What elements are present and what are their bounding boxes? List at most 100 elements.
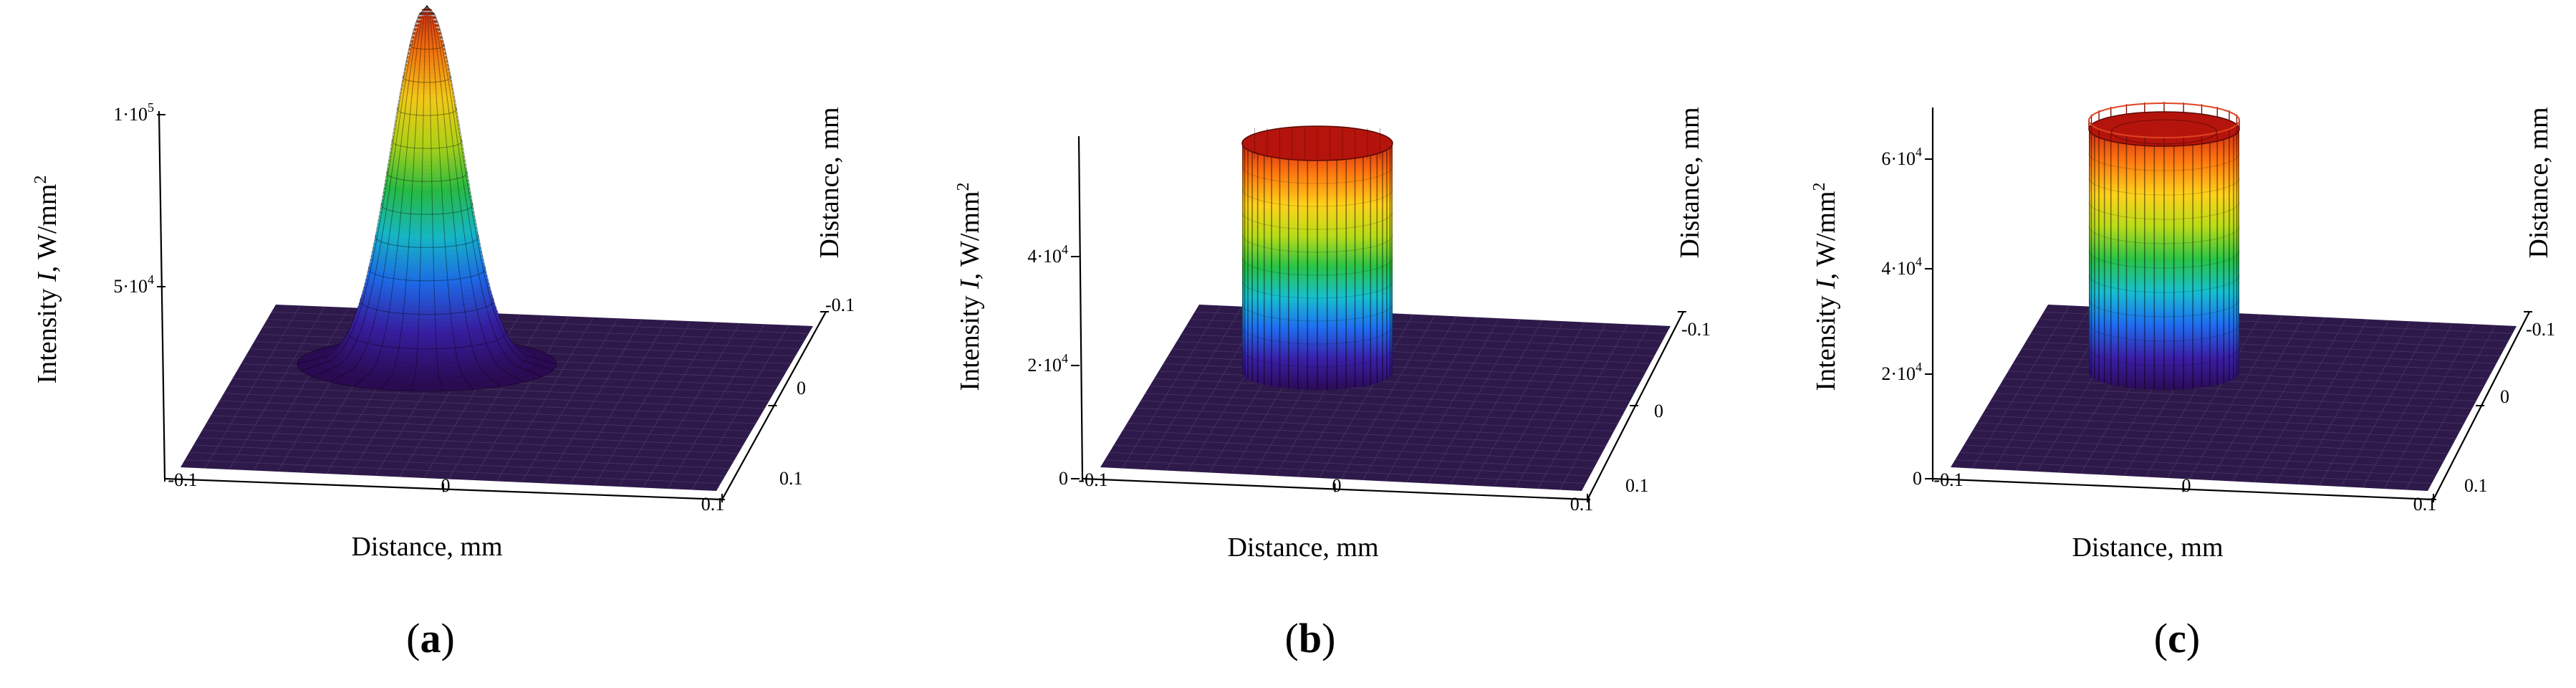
surface-meridian (426, 5, 524, 383)
y-tick-label: 0.1 (2464, 475, 2488, 496)
floor-grid-line (1384, 317, 1479, 482)
floor-grid-line (1363, 316, 1457, 481)
floor-grid-line (496, 317, 594, 482)
z-axis-ticks: 1·105 5·104 (113, 100, 165, 297)
surface-meridian (297, 5, 428, 365)
cylinder-band (1241, 234, 1393, 253)
x-tick-label: -0.1 (1933, 469, 1963, 490)
z-axis-line (1077, 135, 1084, 479)
surface-meridian (301, 5, 428, 371)
cylinder-top (1241, 125, 1393, 161)
surface-contour (421, 8, 433, 11)
plot-axes (1077, 135, 1686, 502)
z-tick-label: 2·104 (1027, 351, 1068, 376)
surface-meridian (426, 5, 542, 378)
floor-grid-line (2004, 378, 2476, 401)
floor-grid-line (2232, 317, 2325, 482)
y-tick-label: 0 (2500, 386, 2509, 407)
floor-grid-line (521, 317, 618, 483)
floor-grid-line (232, 378, 769, 401)
plot-axes (1931, 108, 2532, 502)
floor-grid-line (1158, 371, 1635, 394)
y-tick-label: -0.1 (1681, 319, 1711, 340)
floor-grid-line (1559, 325, 1650, 490)
floor-grid-line (2210, 316, 2305, 481)
cylinder-band (1241, 349, 1393, 368)
panel-label: (a) (406, 615, 455, 661)
cylinder-band (2088, 226, 2240, 244)
z-tick-label: 6·104 (1881, 145, 1922, 169)
surface-meridian (426, 5, 557, 365)
floor-grid-line (545, 319, 643, 484)
cylinder-band (1241, 303, 1393, 322)
y-tick-label: 0.1 (1625, 475, 1649, 496)
floor-grid-line (691, 325, 789, 490)
y-axis-title: Distance, mm (2524, 107, 2554, 258)
floor-grid-line (618, 322, 716, 487)
z-axis-title: Intensity I, W/mm2 (32, 176, 62, 384)
plot-axes (158, 110, 829, 502)
z-tick-base: 0 (1913, 468, 1922, 489)
z-tick-exp: 4 (1916, 145, 1922, 159)
surface-contour (415, 23, 439, 29)
x-tick-label: 0 (2182, 475, 2191, 496)
surface-meridian (352, 5, 428, 387)
panel-a: 1·105 5·104 -0.1 0 0.1 -0.1 0 0.1 Intensi… (32, 5, 855, 661)
floor-grid-line (472, 316, 569, 481)
surface-contour (418, 11, 436, 16)
z-axis-title: Intensity I, W/mm2 (1810, 183, 1841, 391)
x-tick-label: -0.1 (168, 469, 197, 490)
floor-grid-line (2275, 319, 2368, 484)
z-tick-label: 1·105 (113, 100, 154, 125)
x-axis-title: Distance, mm (2072, 532, 2223, 563)
z-tick-label: 2·104 (1881, 360, 1922, 384)
floor-grid-line (1494, 322, 1585, 487)
floor-grid-line (569, 320, 667, 485)
y-tick-label: 0.1 (779, 468, 803, 489)
z-tick-label: 4·104 (1027, 242, 1068, 267)
floor-grid-line (2254, 317, 2347, 483)
cylinder-band (1241, 326, 1393, 345)
z-tick-exp: 4 (1916, 360, 1922, 374)
floor-grid-line (1149, 386, 1627, 409)
floor-grid-line (2340, 322, 2432, 487)
z-tick-base: 2·10 (1027, 355, 1062, 376)
floor-grid-line (2384, 324, 2474, 489)
floor-grid-line (1537, 324, 1628, 489)
z-tick-label: 5·104 (113, 272, 154, 297)
panel-label: (b) (1285, 615, 1336, 661)
floor-grid-line (1471, 320, 1564, 486)
cylinder-band (2088, 177, 2240, 196)
surface-meridian (426, 5, 501, 387)
floor-grid-line (2297, 320, 2389, 485)
intensity-surface (1241, 125, 1393, 390)
cylinder-band (2088, 153, 2240, 171)
cylinder-band (2088, 274, 2240, 293)
y-axis-title: Distance, mm (1675, 107, 1705, 258)
floor-grid-line (1516, 322, 1607, 488)
z-tick-label: 0 (1059, 468, 1068, 489)
floor-grid-line (228, 386, 765, 409)
z-tick-base: 4·10 (1881, 258, 1916, 279)
surface-meridian (312, 5, 428, 378)
cylinder-band (1241, 211, 1393, 230)
surface-meridian (426, 5, 474, 390)
floor-grid-line (1406, 317, 1500, 483)
x-axis-title: Distance, mm (1227, 532, 1378, 563)
intensity-surface (2088, 102, 2240, 390)
floor-grid-line (1450, 320, 1542, 485)
surface-meridian (426, 5, 443, 391)
intensity-surface (297, 5, 557, 392)
x-axis-title: Distance, mm (351, 532, 502, 562)
top-inner-ring (2110, 119, 2218, 145)
floor-grid-line (2406, 325, 2496, 490)
z-axis-ticks: 0 2·104 4·104 (1027, 242, 1080, 489)
floor-grid-line (667, 324, 765, 489)
surface-contour (415, 19, 438, 24)
floor-grid-line (1999, 386, 2473, 409)
surface-meridian (330, 5, 428, 383)
floor-grid-line (594, 320, 691, 486)
